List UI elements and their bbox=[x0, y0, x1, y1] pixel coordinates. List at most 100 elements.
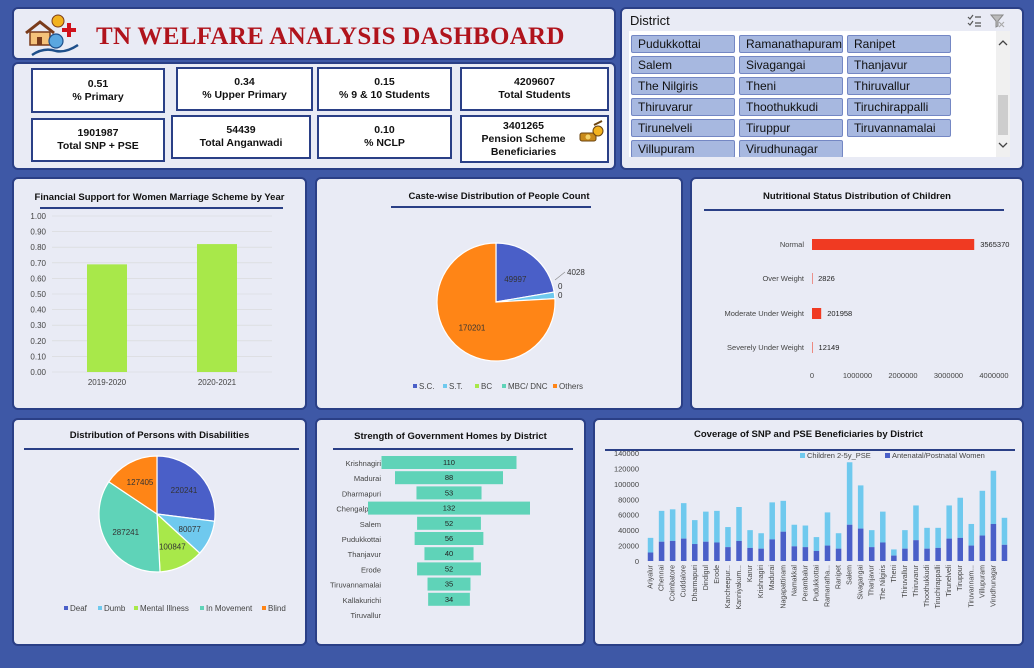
clear-filter-icon[interactable] bbox=[989, 14, 1005, 28]
kpi-card-total-students[interactable]: 4209607 Total Students bbox=[460, 67, 609, 111]
kpi-card-primary[interactable]: 0.51 % Primary bbox=[31, 68, 165, 113]
legend-swatch bbox=[200, 606, 204, 610]
legend-swatch bbox=[475, 384, 479, 388]
bar-Kallakurichi bbox=[428, 592, 470, 606]
bar-Severely Under Weight bbox=[812, 342, 813, 353]
bar-women bbox=[968, 545, 975, 561]
bar-children-pse bbox=[658, 510, 665, 542]
district-item[interactable]: Villupuram bbox=[631, 140, 735, 157]
bar-children-pse bbox=[769, 502, 775, 540]
legend-label: Dumb bbox=[104, 604, 126, 613]
slice-S.C. bbox=[495, 242, 555, 303]
bar-Over Weight bbox=[812, 273, 813, 284]
district-item[interactable]: Tiruvannamalai bbox=[847, 119, 951, 137]
money-coins-icon bbox=[579, 120, 604, 142]
kpi-card-total-anganwadi[interactable]: 54439 Total Anganwadi bbox=[171, 115, 311, 159]
chart-title: Financial Support for Women Marriage Sch… bbox=[34, 192, 285, 203]
chart-title: Nutritional Status Distribution of Child… bbox=[763, 191, 951, 202]
x-tick-label: Pudukkottai bbox=[813, 565, 820, 602]
slice-In Movement bbox=[98, 480, 161, 573]
kpi-card-upper-primary[interactable]: 0.34 % Upper Primary bbox=[176, 67, 313, 111]
bar-children-pse bbox=[835, 533, 842, 549]
scroll-down-icon bbox=[998, 142, 1008, 148]
district-item[interactable]: Thiruvarur bbox=[631, 98, 735, 116]
y-tick-label: 20000 bbox=[618, 542, 639, 551]
data-label: 132 bbox=[443, 504, 456, 513]
y-category-label: Tiruvannamalai bbox=[330, 581, 381, 590]
legend-swatch bbox=[134, 606, 138, 610]
bar-Chengalpattu bbox=[368, 501, 530, 515]
district-item[interactable]: Ramanathapuram bbox=[739, 35, 843, 53]
district-item[interactable]: Thiruvallur bbox=[847, 77, 951, 95]
district-list[interactable]: Pudukkottai Ramanathapuram Ranipet Salem Siv… bbox=[629, 31, 997, 157]
x-tick-label: Thiruvallur bbox=[902, 564, 909, 597]
kpi-card-nclp[interactable]: 0.10 % NCLP bbox=[317, 115, 452, 159]
bar-children-pse bbox=[736, 507, 742, 541]
x-tick-label: Villupuram bbox=[979, 565, 986, 598]
data-label: 170201 bbox=[459, 323, 486, 332]
bar-women bbox=[935, 547, 941, 561]
bar-Moderate Under Weight bbox=[812, 308, 822, 319]
district-item[interactable]: Tiruppur bbox=[739, 119, 843, 137]
legend-swatch bbox=[413, 384, 417, 388]
y-tick-label: 140000 bbox=[614, 449, 639, 458]
bar-women bbox=[913, 540, 919, 561]
scroll-up-icon bbox=[998, 40, 1008, 46]
bar-Erode bbox=[417, 562, 481, 576]
y-category-label: Madurai bbox=[354, 474, 381, 483]
y-tick-label: 0.80 bbox=[30, 243, 46, 252]
x-tick-label: Virudhunagar bbox=[990, 564, 997, 607]
y-tick-label: 0.30 bbox=[30, 321, 46, 330]
bar-children-pse bbox=[813, 537, 820, 551]
y-category-label: Thanjavur bbox=[348, 550, 382, 559]
x-tick-label: Thoothukkudi bbox=[924, 565, 931, 607]
multi-select-icon[interactable] bbox=[967, 14, 981, 27]
bar-Dharmapuri bbox=[416, 486, 482, 500]
y-tick-label: 0.40 bbox=[30, 306, 46, 315]
kpi-label: Total Anganwadi bbox=[199, 137, 283, 149]
bar-Salem bbox=[417, 516, 481, 530]
district-item[interactable]: Ranipet bbox=[847, 35, 951, 53]
data-label: 88 bbox=[445, 473, 453, 482]
district-item[interactable]: Thoothukkudi bbox=[739, 98, 843, 116]
kpi-value: 0.51 bbox=[87, 77, 109, 90]
bar-women bbox=[780, 531, 787, 561]
legend-label: In Movement bbox=[206, 604, 253, 613]
scrollbar-track bbox=[998, 40, 1008, 148]
district-item[interactable]: Salem bbox=[631, 56, 735, 74]
district-item[interactable]: The Nilgiris bbox=[631, 77, 735, 95]
district-item[interactable]: Tiruchirappalli bbox=[847, 98, 951, 116]
x-tick-label: Cuddalore bbox=[681, 565, 688, 597]
y-tick-label: 0.90 bbox=[30, 228, 46, 237]
district-item[interactable]: Thanjavur bbox=[847, 56, 951, 74]
district-item[interactable]: Tirunelveli bbox=[631, 119, 735, 137]
kpi-card-pension[interactable]: 3401265 Pension Scheme Beneficiaries bbox=[460, 115, 609, 163]
x-tick-label: Thanjavur bbox=[869, 564, 876, 596]
district-item[interactable]: Sivagangai bbox=[739, 56, 843, 74]
data-label: 287241 bbox=[112, 528, 139, 537]
y-category-label: Tiruvallur bbox=[350, 611, 381, 620]
slicer-scrollbar[interactable] bbox=[996, 31, 1010, 157]
title-underline bbox=[704, 209, 1004, 211]
kpi-card-total-snp-pse[interactable]: 1901987 Total SNP + PSE bbox=[31, 118, 165, 162]
kpi-card-9-10-students[interactable]: 0.15 % 9 & 10 Students bbox=[317, 67, 452, 111]
y-category-label: Erode bbox=[361, 565, 381, 574]
x-tick-label: The Nilgiris bbox=[880, 565, 887, 601]
slicer-title: District bbox=[630, 13, 670, 28]
snp-stacked-bar-chart: 0 20000 40000 60000 80000 100000 120000 140000 C… bbox=[614, 449, 1008, 609]
district-item[interactable]: Pudukkottai bbox=[631, 35, 735, 53]
x-tick-label: Kancheepur... bbox=[725, 565, 732, 608]
legend-label: Mental Illness bbox=[140, 604, 189, 613]
district-item[interactable]: Virudhunagar bbox=[739, 140, 843, 157]
district-item[interactable]: Theni bbox=[739, 77, 843, 95]
kpi-label: Pension Scheme Beneficiaries bbox=[481, 132, 566, 158]
data-label: 220241 bbox=[171, 486, 198, 495]
data-label: 80077 bbox=[179, 525, 202, 534]
bar-children-pse bbox=[780, 500, 787, 532]
bar-women bbox=[979, 535, 986, 561]
slice-Others bbox=[436, 242, 556, 362]
bar-women bbox=[658, 541, 665, 561]
legend-swatch bbox=[800, 453, 805, 458]
bar-women bbox=[714, 542, 720, 561]
bar-women bbox=[769, 539, 775, 561]
